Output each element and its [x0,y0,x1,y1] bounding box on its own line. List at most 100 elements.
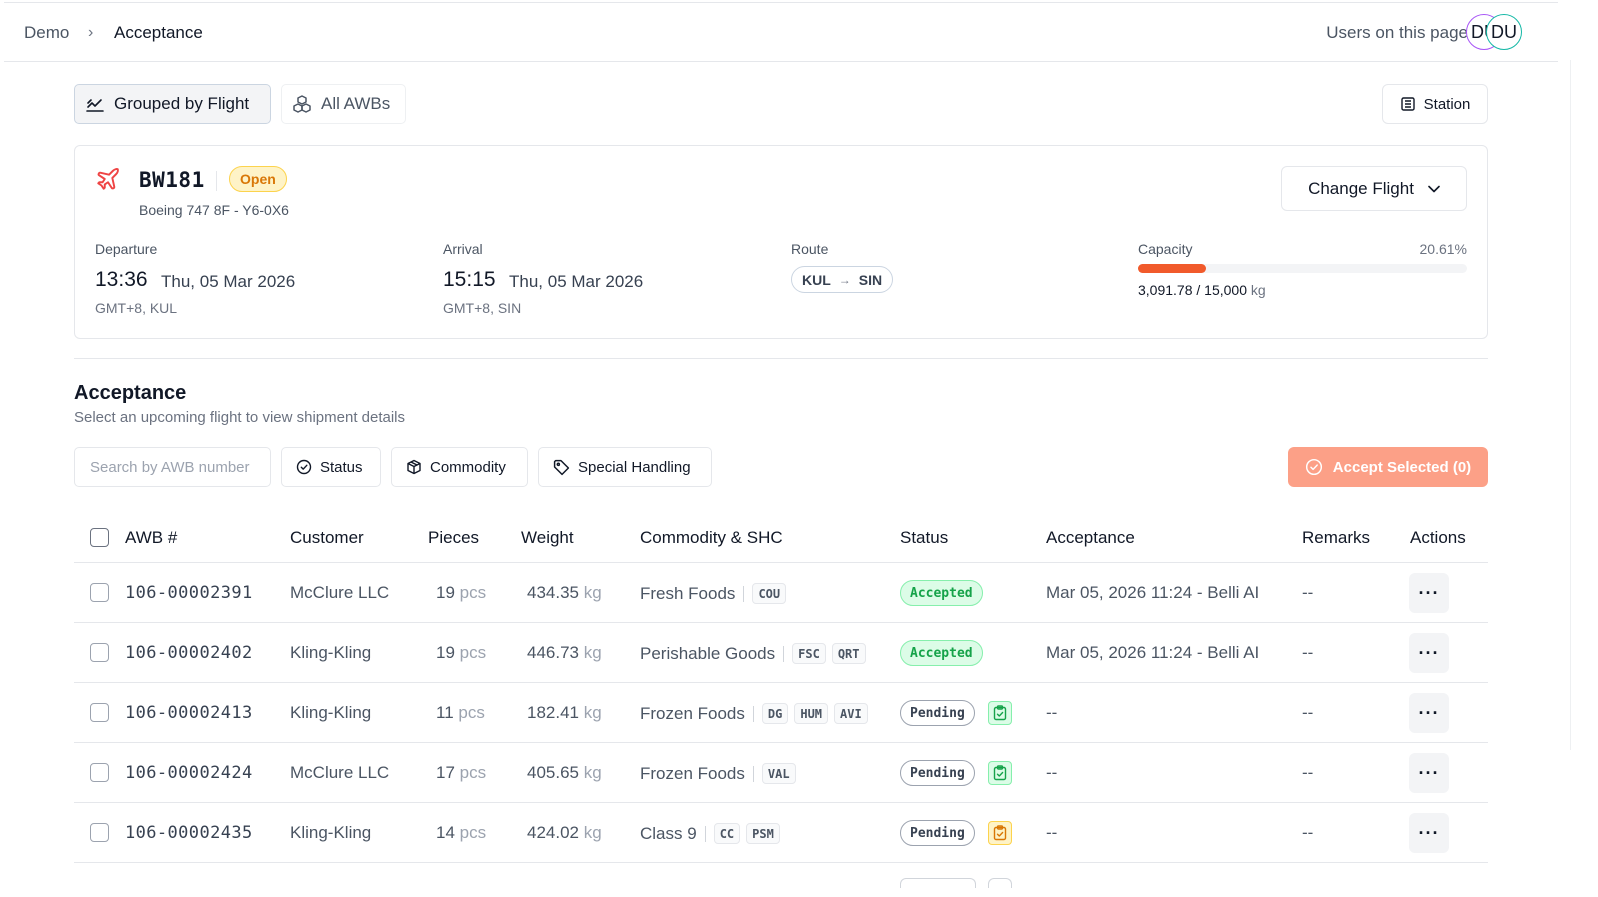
table-header-divider [74,562,1488,563]
weight-amount: 182.41 [527,703,579,722]
divider [752,705,754,722]
weight-unit: kg [583,823,602,842]
arrival-label: Arrival [443,241,483,257]
weight-value: 405.65 kg [527,763,602,783]
header-customer[interactable]: Customer [290,528,364,547]
station-button[interactable]: Station [1382,84,1488,124]
table-row[interactable]: 106-00002402 Kling-Kling 19 pcs 446.73 k… [74,623,1488,683]
more-icon: ··· [1418,702,1440,723]
commodity-name: Frozen Foods [640,703,745,723]
capacity-sep: / [1192,282,1205,298]
header-weight[interactable]: Weight [521,528,574,547]
accept-selected-button[interactable]: Accept Selected (0) [1288,447,1488,487]
customer-name: Kling-Kling [290,643,372,662]
status-badge: Pending [900,760,975,786]
capacity-percent: 20.61% [1419,241,1467,257]
shc-code-badge: COU [752,583,787,604]
row-checkbox[interactable] [90,703,109,722]
route-origin: KUL [802,271,831,288]
status-filter-button[interactable]: Status [281,447,381,487]
row-checkbox[interactable] [90,823,109,842]
commodity-filter-label: Commodity [430,458,506,476]
header-pieces[interactable]: Pieces [428,528,480,547]
weight-unit: kg [583,583,602,602]
awb-number-link[interactable]: 106-00002435 [125,823,253,843]
change-flight-button[interactable]: Change Flight [1281,166,1467,211]
weight-value: 446.73 kg [527,643,602,663]
row-actions-button[interactable]: ··· [1409,693,1449,733]
special-handling-filter-label: Special Handling [578,458,691,476]
clipboard-check-button[interactable] [988,821,1012,845]
pieces-count: 19 [436,583,455,602]
table-row[interactable]: 106-00002424 McClure LLC 17 pcs 405.65 k… [74,743,1488,803]
select-all-checkbox[interactable] [90,528,109,547]
weight-unit: kg [583,643,602,662]
awb-number-link[interactable]: 106-00002424 [125,763,253,783]
awb-number-link[interactable]: 106-00002413 [125,703,253,723]
building-icon [1400,97,1415,111]
package-icon [407,459,421,475]
clipboard-check-icon [993,765,1007,781]
shc-code-badge: PSM [746,823,780,844]
clipboard-check-button[interactable] [988,761,1012,785]
clipboard-check-icon [993,825,1007,841]
pieces-value: 19 pcs [436,643,486,663]
weight-amount: 405.65 [527,763,579,782]
header-acceptance[interactable]: Acceptance [1046,528,1135,547]
flight-number: BW181 [139,168,205,192]
weight-value: 434.35 kg [527,583,602,603]
next-row-clipboard-peek [988,878,1012,888]
station-label: Station [1423,95,1471,113]
acceptance-info: Mar 05, 2026 11:24 - Belli AI [1046,583,1260,602]
row-checkbox[interactable] [90,643,109,662]
avatar-initials: DU [1491,21,1517,42]
status-badge: Accepted [900,580,983,606]
header-awb[interactable]: AWB # [125,528,178,547]
aircraft-info: Boeing 747 8F - Y6-0X6 [139,202,289,218]
clipboard-check-button[interactable] [988,701,1012,725]
customer-name: Kling-Kling [290,823,372,842]
scrollbar-track[interactable] [1570,60,1598,750]
avatar[interactable]: DU [1486,14,1522,50]
table-row[interactable]: 106-00002391 McClure LLC 19 pcs 434.35 k… [74,563,1488,623]
breadcrumb-current: Acceptance [114,23,203,42]
commodity-filter-button[interactable]: Commodity [391,447,528,487]
acceptance-info: -- [1046,703,1058,722]
commodity-name: Fresh Foods [640,583,736,603]
capacity-bar [1138,264,1467,273]
row-actions-button[interactable]: ··· [1409,633,1449,673]
pieces-value: 14 pcs [436,823,486,843]
row-actions-button[interactable]: ··· [1409,753,1449,793]
acceptance-info: -- [1046,823,1058,842]
route-pill: KUL → SIN [791,266,894,293]
departure-time: 13:36 [95,268,148,291]
row-checkbox[interactable] [90,763,109,782]
header-commodity[interactable]: Commodity & SHC [640,528,783,547]
row-actions-button[interactable]: ··· [1409,813,1449,853]
special-handling-filter-button[interactable]: Special Handling [538,447,712,487]
flight-card: BW181 Open Boeing 747 8F - Y6-0X6 Change… [74,145,1488,339]
table-row[interactable]: 106-00002413 Kling-Kling 11 pcs 182.41 k… [74,683,1488,743]
awb-number-link[interactable]: 106-00002391 [125,583,253,603]
all-awbs-button[interactable]: All AWBs [281,84,406,124]
header-status[interactable]: Status [900,528,949,547]
capacity-label: Capacity [1138,241,1193,257]
row-actions-button[interactable]: ··· [1409,573,1449,613]
grouped-by-flight-button[interactable]: Grouped by Flight [74,84,271,124]
check-circle-icon [296,459,312,475]
breadcrumb-separator: › [88,24,94,41]
breadcrumb-root[interactable]: Demo [24,23,70,42]
awb-search-input[interactable] [74,447,271,487]
flight-status-badge: Open [229,166,287,192]
divider [783,645,785,662]
header-actions: Actions [1410,528,1466,547]
row-checkbox[interactable] [90,583,109,602]
awb-number-link[interactable]: 106-00002402 [125,643,253,663]
weight-unit: kg [583,703,602,722]
clipboard-check-icon [993,705,1007,721]
more-icon: ··· [1418,822,1440,843]
shc-code-badge: VAL [761,763,796,784]
table-row[interactable]: 106-00002435 Kling-Kling 14 pcs 424.02 k… [74,803,1488,863]
shc-code-badge: QRT [831,643,866,664]
departure-timezone: GMT+8, KUL [95,300,178,316]
